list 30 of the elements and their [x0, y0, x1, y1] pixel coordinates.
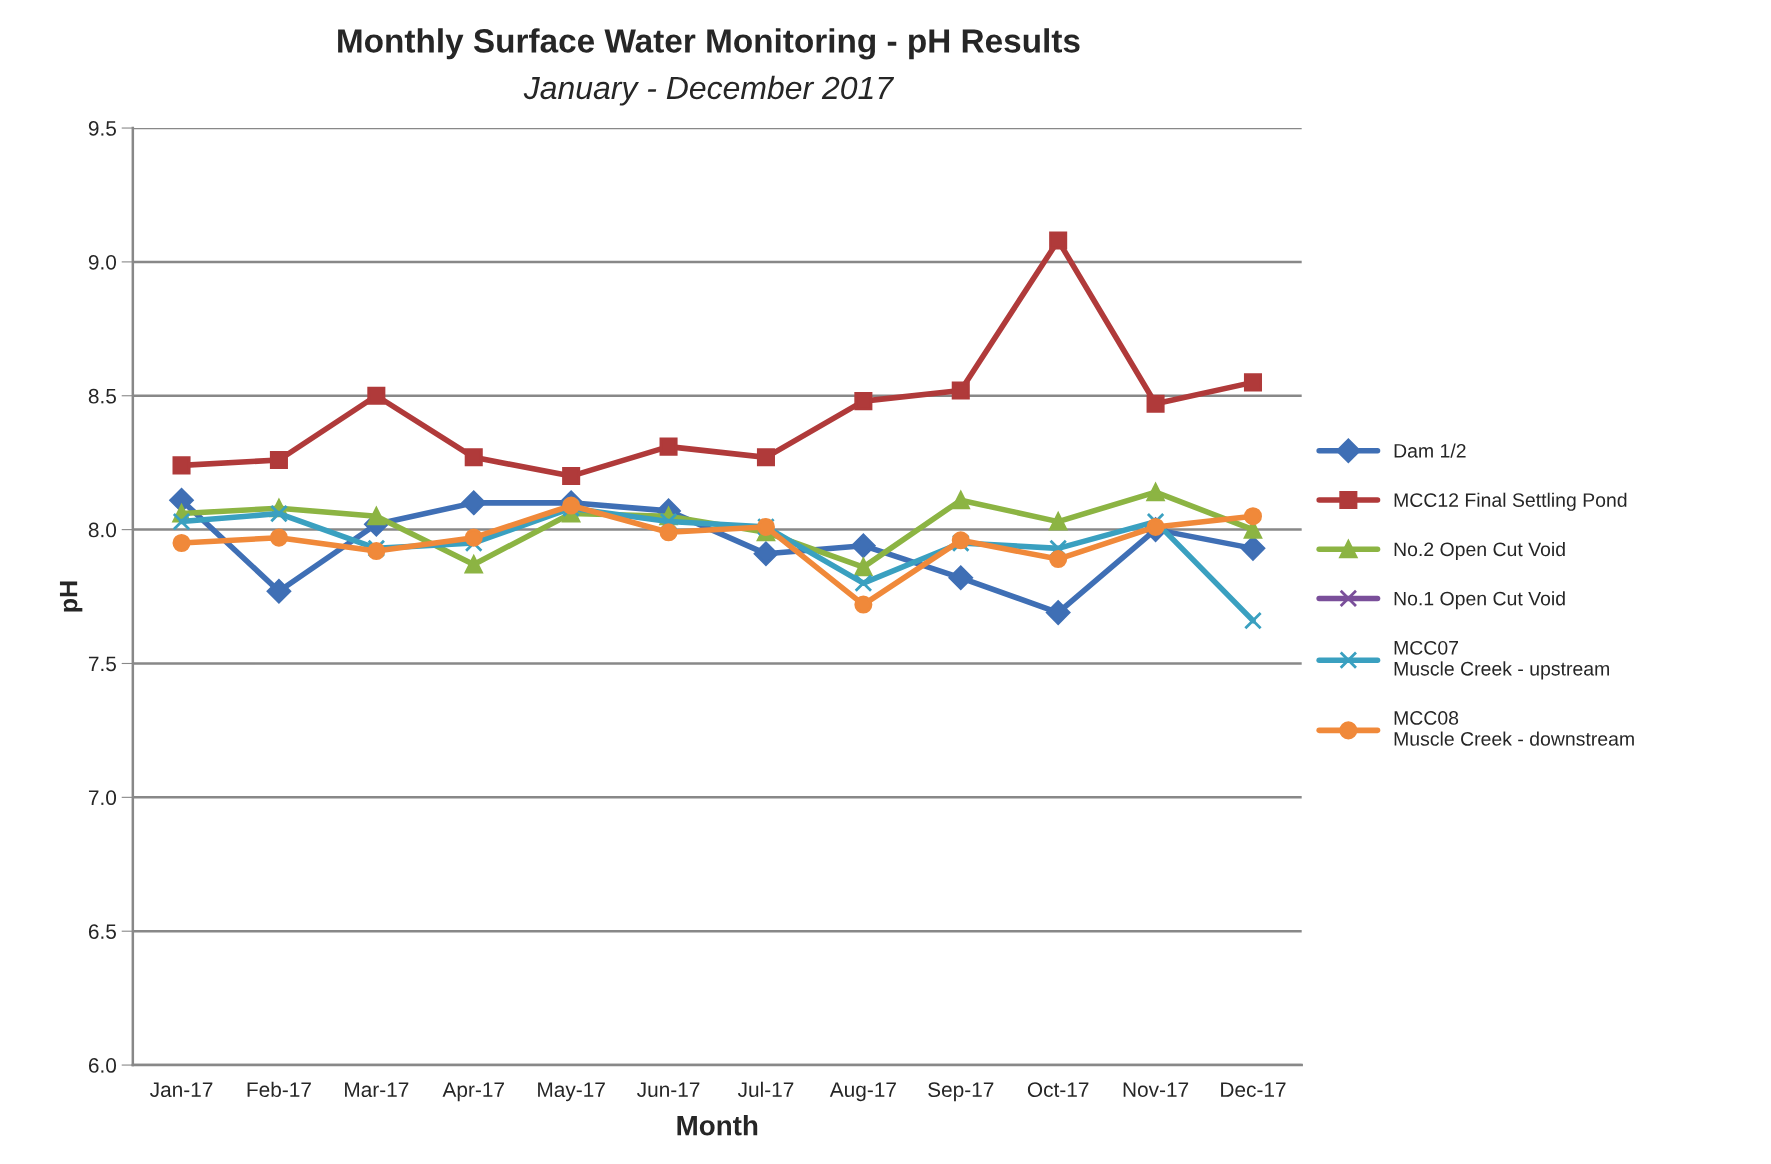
legend-label: No.2 Open Cut Void: [1394, 541, 1565, 561]
chart-subtitle: January - December 2017: [523, 75, 895, 106]
y-tick-label: 9.0: [88, 254, 117, 270]
x-tick-label: Jan-17: [150, 1082, 213, 1098]
x-tick-label: Jun-17: [637, 1082, 700, 1098]
chart-title: Monthly Surface Water Monitoring - pH Results: [338, 28, 1080, 60]
x-tick-label: Sep-17: [928, 1082, 994, 1102]
x-tick-label: Nov-17: [1123, 1082, 1189, 1098]
y-tick-label: 6.5: [88, 924, 116, 939]
x-tick-label: Dec-17: [1221, 1082, 1286, 1098]
x-tick-label: Apr-17: [442, 1082, 504, 1102]
x-axis-title: Month: [677, 1115, 758, 1136]
legend-label: MCC07 Muscle Creek - upstream: [1394, 640, 1609, 680]
x-tick-label: May-17: [538, 1082, 605, 1102]
y-axis-title: pH: [59, 581, 83, 612]
x-tick-label: Mar-17: [345, 1082, 409, 1098]
legend-label: MCC08 Muscle Creek - downstream: [1394, 711, 1634, 746]
legend-label: Dam 1/2: [1394, 443, 1466, 458]
y-tick-label: 8.0: [88, 522, 117, 538]
x-tick-label: Feb-17: [247, 1081, 311, 1098]
y-tick-label: 8.5: [88, 388, 116, 404]
legend-label: MCC12 Final Settling Pond: [1394, 492, 1627, 511]
legend-label: No.1 Open Cut Void: [1394, 591, 1565, 610]
y-tick-label: 9.5: [88, 121, 116, 136]
x-tick-label: Jul-17: [737, 1081, 794, 1098]
x-tick-label: Aug-17: [829, 1082, 896, 1102]
y-tick-label: 6.0: [88, 1058, 117, 1073]
y-tick-label: 7.5: [88, 656, 116, 672]
x-tick-label: Oct-17: [1027, 1082, 1089, 1098]
y-tick-label: 7.0: [88, 790, 117, 806]
